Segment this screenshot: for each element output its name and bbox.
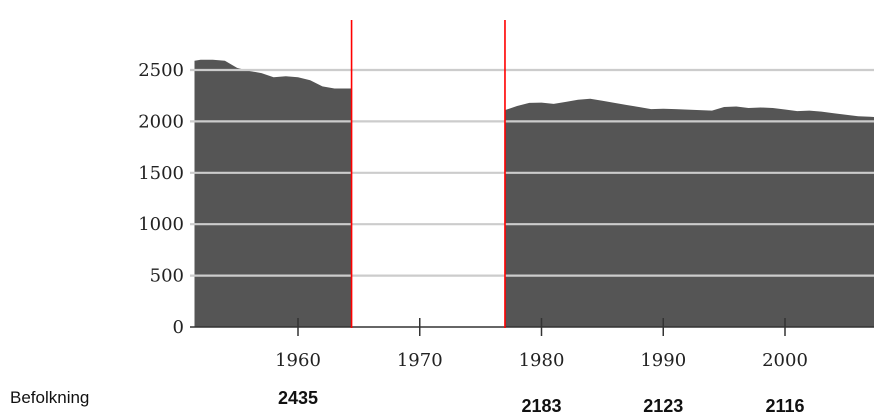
x-tick-label-1990: 1990: [640, 350, 686, 371]
row-label-befolkning: Befolkning: [10, 388, 90, 407]
y-tick-label-1000: 1000: [138, 214, 184, 235]
row-value-2000: 2116: [765, 396, 805, 416]
x-tick-label-1980: 1980: [519, 350, 565, 371]
row-value-1990: 2123: [643, 396, 684, 416]
row-value-1960: 2435: [277, 388, 319, 408]
y-tick-label-1500: 1500: [138, 163, 184, 184]
x-tick-label-1970: 1970: [397, 350, 443, 371]
area-segment-1: [194, 59, 352, 327]
x-tick-label-1960: 1960: [275, 350, 321, 371]
y-tick-label-2500: 2500: [138, 60, 184, 81]
y-tick-label-500: 500: [150, 266, 184, 287]
y-tick-label-2000: 2000: [138, 111, 184, 132]
x-tick-label-2000: 2000: [762, 350, 808, 371]
row-value-1980: 2183: [521, 396, 562, 416]
y-tick-label-0: 0: [173, 317, 184, 338]
area-segment-2: [505, 98, 874, 327]
